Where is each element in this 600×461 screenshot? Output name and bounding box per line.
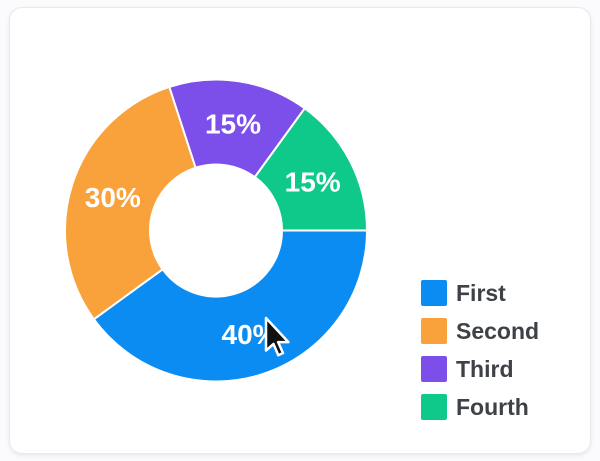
legend-label-first: First [456,280,506,306]
pie-slice-first[interactable] [92,229,368,383]
legend-label-second: Second [456,318,540,344]
legend-item-fourth[interactable]: Fourth [421,394,539,420]
legend-item-first[interactable]: First [421,280,539,306]
legend-swatch-third [421,356,447,382]
pie-slice-second[interactable] [64,85,197,321]
legend-item-second[interactable]: Second [421,318,539,344]
legend-swatch-first [421,280,447,306]
legend-label-fourth: Fourth [456,394,529,420]
legend-swatch-fourth [421,394,447,420]
donut-slices [64,78,368,383]
legend-swatch-second [421,318,447,344]
pie-slice-fourth[interactable] [253,107,368,232]
legend-item-third[interactable]: Third [421,356,539,382]
legend-label-third: Third [456,356,514,382]
chart-legend: First Second Third Fourth [421,280,539,432]
